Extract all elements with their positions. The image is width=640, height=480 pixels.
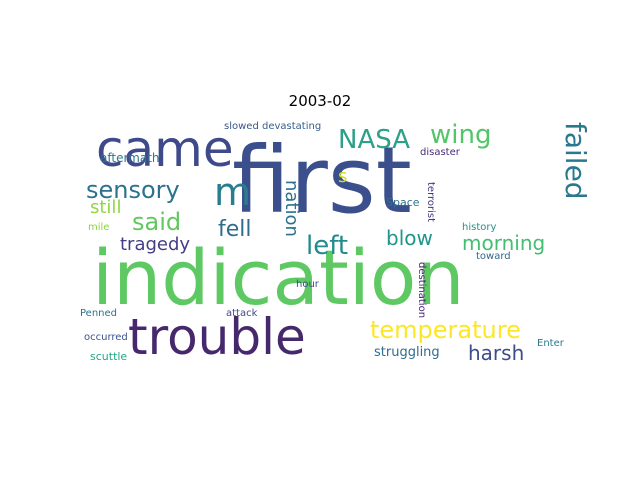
- word-struggling: struggling: [374, 345, 440, 360]
- word-first: first: [232, 127, 412, 234]
- word-enter: Enter: [537, 338, 565, 349]
- word-still: still: [90, 197, 121, 218]
- word-m: m: [214, 170, 251, 214]
- word-nation: nation: [281, 180, 302, 237]
- word-disaster: disaster: [420, 147, 461, 158]
- word-tragedy: tragedy: [120, 234, 190, 255]
- word-blow: blow: [386, 226, 433, 250]
- word-space: Space: [386, 196, 420, 209]
- word-attack: attack: [226, 308, 258, 319]
- word-occurred: occurred: [84, 332, 128, 343]
- chart-title: 2003-02: [288, 92, 352, 110]
- word-indication: indication: [92, 233, 465, 322]
- word-slowed: slowed: [224, 121, 259, 132]
- word-devastating: devastating: [262, 121, 321, 132]
- word-nasa: NASA: [338, 125, 410, 155]
- word-temperature: temperature: [370, 316, 521, 344]
- word-harsh: harsh: [468, 341, 524, 365]
- word-mile: mile: [88, 222, 109, 233]
- word-morning: morning: [462, 231, 545, 255]
- word-trouble: trouble: [128, 308, 306, 366]
- word-wing: wing: [430, 120, 491, 150]
- word-failed: failed: [559, 122, 592, 200]
- word-fell: fell: [218, 217, 252, 242]
- word-toward: toward: [476, 251, 511, 262]
- word-s: s: [338, 166, 347, 187]
- word-left: left: [306, 231, 348, 261]
- word-sensory: sensory: [86, 176, 180, 204]
- word-destination: destination: [416, 262, 427, 318]
- word-hour: hour: [296, 279, 320, 290]
- word-penned: Penned: [80, 308, 117, 319]
- word-history: history: [462, 222, 496, 233]
- word-aftermath: aftermath: [100, 151, 160, 165]
- word-said: said: [132, 208, 181, 236]
- word-scuttle: scuttle: [90, 350, 127, 363]
- word-came: came: [96, 120, 234, 178]
- word-terrorist: terrorist: [425, 182, 436, 222]
